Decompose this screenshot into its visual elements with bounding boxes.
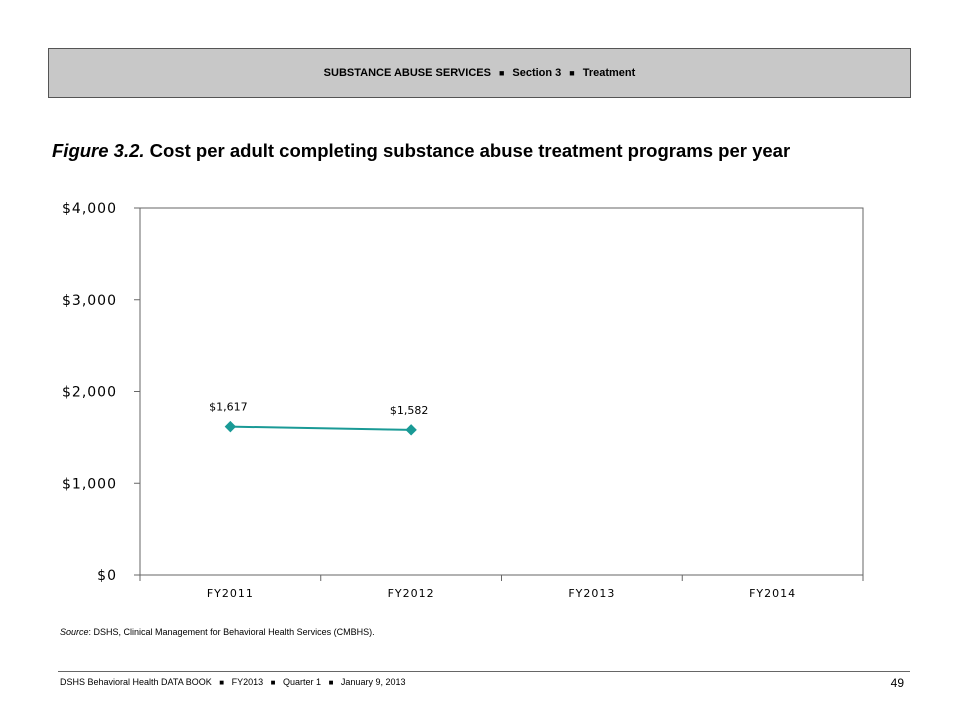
figure-label: Figure 3.2.	[52, 140, 145, 161]
line-chart: $0 $1,000 $2,000 $3,000 $4,000 FY2011 FY2012 FY…	[62, 201, 864, 600]
footer: DSHS Behavioral Health DATA BOOK ■ FY201…	[60, 677, 405, 687]
header-separator: ■	[569, 68, 575, 78]
footer-separator: ■	[219, 678, 225, 687]
figure-title-text: Cost per adult completing substance abus…	[149, 140, 791, 161]
x-tick-label: FY2014	[749, 587, 796, 600]
data-label: $1,582	[390, 404, 429, 417]
data-point	[405, 424, 417, 436]
y-tick-label: $1,000	[62, 476, 117, 492]
x-tick-label: FY2012	[388, 587, 435, 600]
series-line	[230, 425, 412, 431]
footer-separator: ■	[328, 678, 334, 687]
header-separator: ■	[498, 68, 505, 78]
y-tick-label: $0	[97, 568, 117, 584]
footer-separator: ■	[270, 678, 276, 687]
y-tick-label: $4,000	[62, 201, 117, 217]
x-tick-label: FY2013	[568, 587, 615, 600]
header-section-topic: Treatment	[582, 67, 636, 79]
figure-title: Figure 3.2. Cost per adult completing su…	[52, 140, 932, 162]
source-label: Source	[60, 627, 89, 637]
y-tick-label: $2,000	[62, 385, 117, 401]
page-number: 49	[890, 676, 904, 690]
footer-publication: DSHS Behavioral Health DATA BOOK	[60, 677, 212, 687]
header-section-number: Section 3	[512, 67, 562, 79]
footer-date: January 9, 2013	[340, 677, 406, 687]
source-text: : DSHS, Clinical Management for Behavior…	[88, 627, 375, 637]
plot-area	[139, 207, 864, 576]
section-header-band: SUBSTANCE ABUSE SERVICES ■ Section 3 ■ T…	[48, 48, 911, 98]
y-tick-label: $3,000	[62, 293, 117, 309]
footer-divider	[58, 671, 910, 672]
header-section-name: SUBSTANCE ABUSE SERVICES	[323, 67, 491, 79]
footer-fiscal-year: FY2013	[231, 677, 264, 687]
data-point	[224, 420, 237, 433]
x-tick-label: FY2011	[207, 587, 254, 600]
source-note: Source: DSHS, Clinical Management for Be…	[60, 627, 375, 637]
footer-quarter: Quarter 1	[283, 677, 322, 687]
data-label: $1,617	[209, 401, 248, 414]
